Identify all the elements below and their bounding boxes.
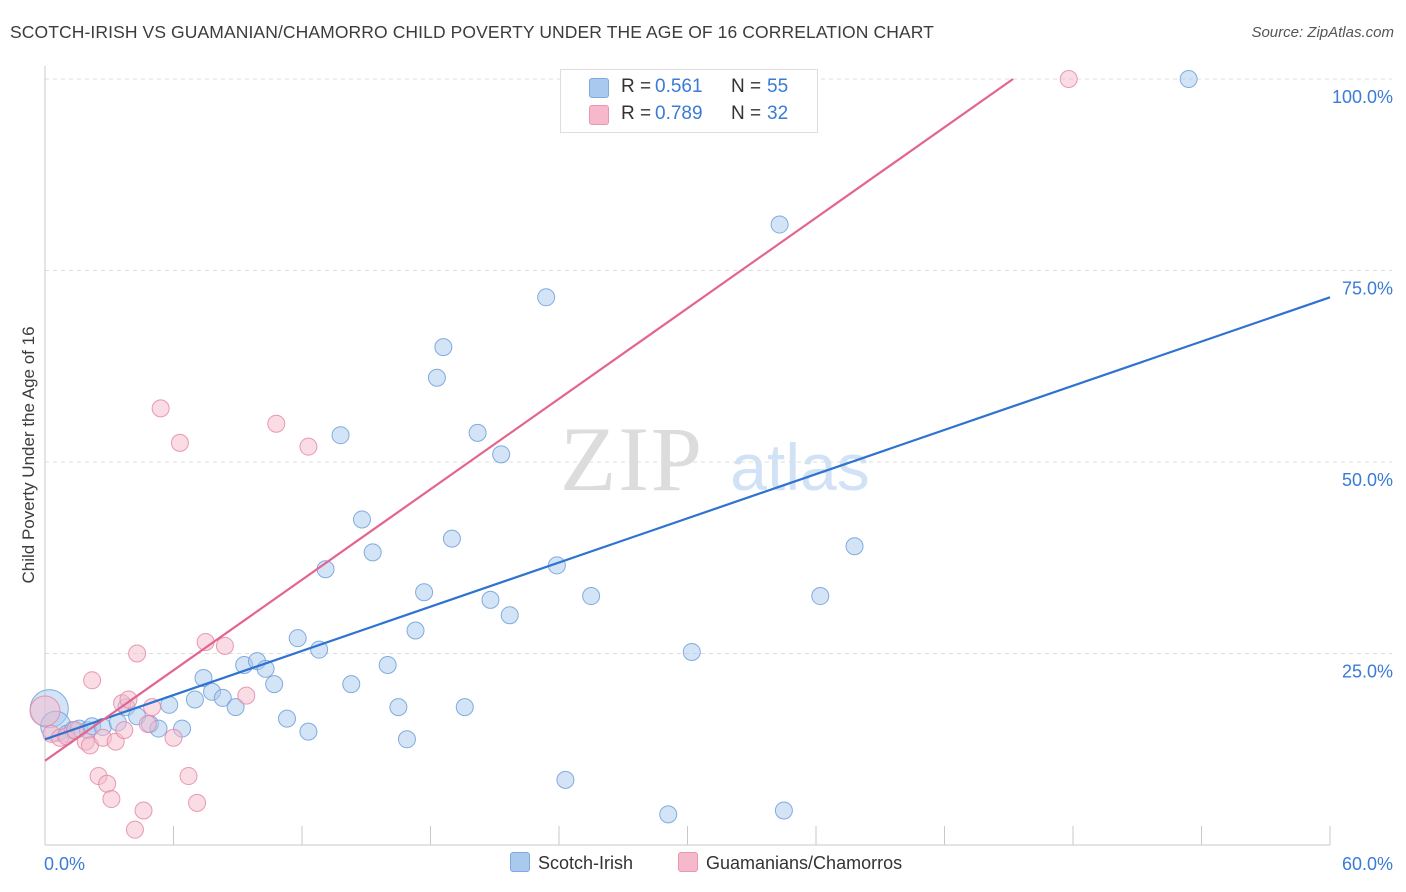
scotch-irish-point [434, 338, 453, 357]
guamanian-point [215, 636, 234, 655]
y-axis-label: Child Poverty Under the Age of 16 [19, 326, 38, 583]
scotch-irish-point [406, 621, 425, 640]
guamanian-point [179, 767, 198, 786]
scotch-irish-point [1179, 70, 1198, 88]
scotch-irish-point [427, 368, 446, 387]
guamanian-point [98, 774, 117, 793]
guamanian-point [125, 820, 144, 839]
scotch-irish-point [770, 215, 789, 234]
guamanian-point [115, 721, 134, 740]
guamanian-point [83, 671, 102, 690]
legend: R = 0.561 N = 55 R = 0.789 N = 32 [560, 69, 818, 133]
guamanian-point [134, 801, 153, 820]
scotch-irish-point [397, 730, 416, 749]
trend-lines [44, 78, 1331, 762]
legend-n-label: N = [731, 76, 762, 97]
scotch-irish-trend-line [44, 296, 1331, 741]
legend-n-value: 55 [767, 76, 789, 97]
guamanian-point [128, 644, 147, 663]
guamanian-point [188, 793, 207, 812]
legend-r-label: R = [621, 103, 652, 124]
legend-n-label: N = [731, 103, 762, 124]
scotch-irish-point [468, 423, 487, 442]
scotch-irish-point [492, 445, 511, 464]
scotch-irish-point [331, 426, 350, 445]
guamanian-point [267, 414, 286, 433]
guamanian-point [170, 433, 189, 452]
guamanian-point [237, 686, 256, 705]
source-label: Source: ZipAtlas.com [1251, 24, 1394, 41]
guamanian-point [299, 437, 318, 456]
scotch-irish-point [213, 688, 232, 707]
axes [44, 66, 1331, 846]
grid-lines [45, 78, 1392, 654]
scotch-irish-point [185, 690, 204, 709]
scotch-irish-point [378, 655, 397, 674]
scotch-irish-point [556, 770, 575, 789]
x-tick-label: 60.0% [1342, 854, 1393, 874]
x-tick-labels: 0.0% 60.0% [44, 854, 1393, 874]
scotch-irish-point [352, 510, 371, 529]
scotch-irish-point [299, 722, 318, 741]
guamanian-point [1059, 70, 1078, 88]
scotch-irish-point [265, 675, 284, 694]
legend-r-value: 0.561 [655, 76, 703, 97]
guamanian-point [164, 728, 183, 747]
scotch-irish-point [774, 801, 793, 820]
guamanian-point [151, 399, 170, 418]
scotch-irish-point [481, 590, 500, 609]
legend-swatch-blue [589, 78, 609, 98]
scotch-irish-point [682, 642, 701, 661]
scotch-irish-point [389, 698, 408, 717]
scotch-irish-point [500, 606, 519, 625]
guamanian-trend-line [44, 78, 1014, 762]
watermark: ZIP atlas [560, 408, 870, 510]
scotch-irish-point [845, 537, 864, 556]
bottom-legend-swatch-blue [510, 852, 530, 872]
y-tick-label: 50.0% [1342, 470, 1393, 490]
scotch-irish-point [659, 805, 678, 824]
guamanian-points [29, 70, 1078, 839]
scotch-irish-point [415, 583, 434, 602]
guamanian-point [102, 790, 121, 809]
scotch-irish-point [537, 288, 556, 307]
x-tick-label: 0.0% [44, 854, 85, 874]
scotch-irish-point [342, 675, 361, 694]
scotch-irish-point [363, 543, 382, 562]
bottom-legend-scotch-irish: Scotch-Irish [510, 852, 633, 874]
legend-r-label: R = [621, 76, 652, 97]
bottom-legend-guamanian: Guamanians/Chamorros [678, 852, 902, 874]
y-tick-labels: 25.0% 50.0% 75.0% 100.0% [1332, 87, 1393, 682]
guamanian-point [29, 695, 61, 727]
y-tick-label: 25.0% [1342, 662, 1393, 682]
chart-title: SCOTCH-IRISH VS GUAMANIAN/CHAMORRO CHILD… [10, 22, 934, 42]
scotch-irish-point [278, 709, 297, 728]
scotch-irish-point [288, 629, 307, 648]
scotch-irish-point [811, 587, 830, 606]
watermark-zip: ZIP [560, 408, 704, 510]
legend-r-value: 0.789 [655, 103, 703, 124]
legend-swatch-pink [589, 105, 609, 125]
scotch-irish-point [455, 698, 474, 717]
watermark-atlas: atlas [730, 430, 869, 504]
bottom-legend-swatch-pink [678, 852, 698, 872]
scotch-irish-point [442, 529, 461, 548]
scotch-irish-point [226, 698, 245, 717]
scotch-irish-point [582, 587, 601, 606]
legend-n-value: 32 [767, 103, 789, 124]
y-tick-label: 75.0% [1342, 279, 1393, 299]
bottom-legend-label: Guamanians/Chamorros [706, 853, 903, 873]
y-tick-label: 100.0% [1332, 87, 1393, 107]
guamanian-point [138, 714, 157, 733]
bottom-legend-label: Scotch-Irish [538, 853, 634, 873]
